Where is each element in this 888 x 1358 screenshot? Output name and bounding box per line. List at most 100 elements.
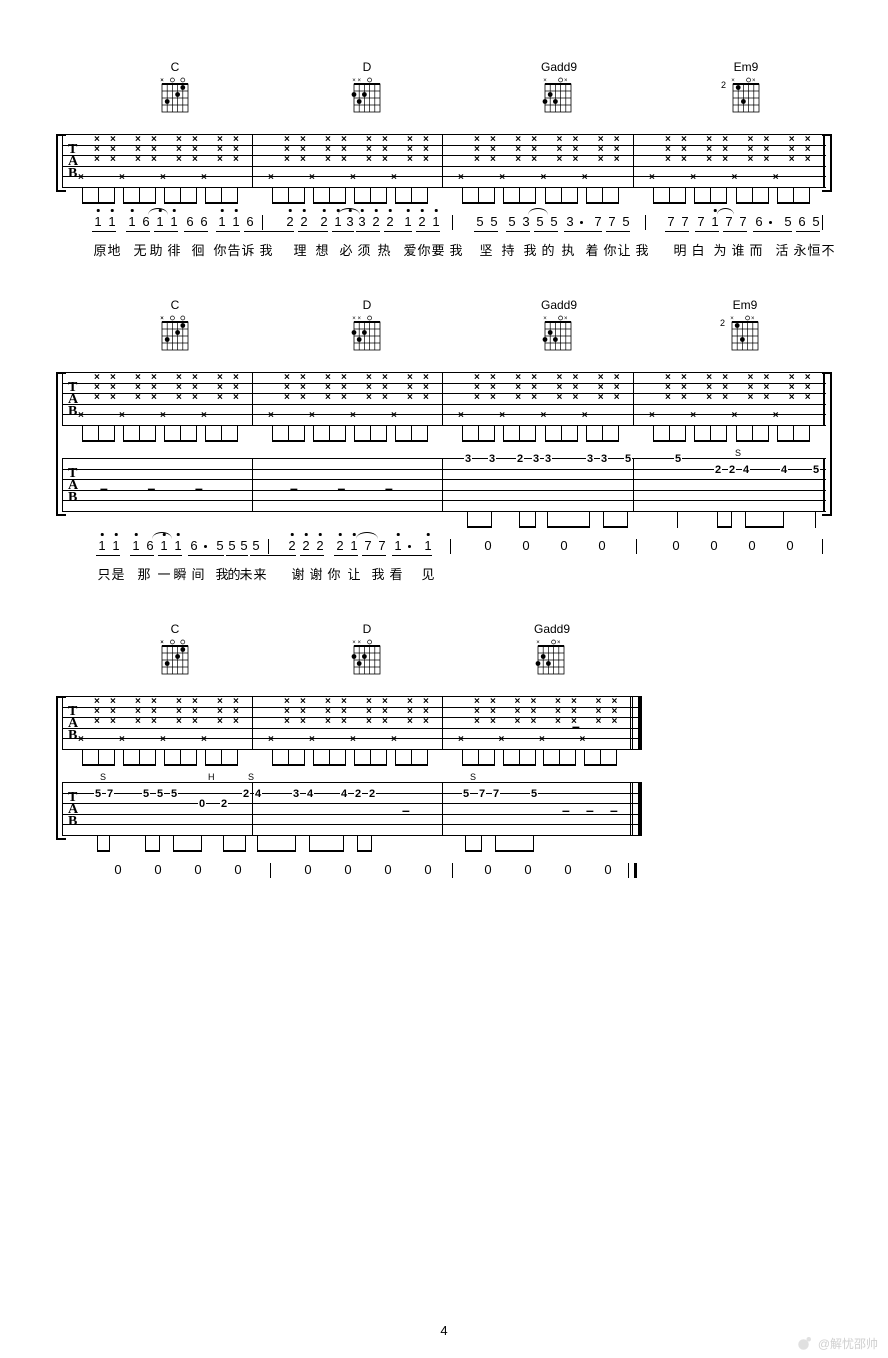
svg-text:×: × <box>536 640 540 646</box>
svg-text:×: × <box>160 640 164 646</box>
lyric-syllable: 的 <box>540 240 556 259</box>
svg-text:×: × <box>751 316 755 322</box>
lyric-syllable: 而 <box>748 240 764 259</box>
lyric-syllable: 着 <box>584 240 600 259</box>
chord-diagram: Em9 2 ×× <box>729 60 763 116</box>
lyric-syllable: 须 <box>356 240 372 259</box>
lyric-syllable: 坚 <box>478 240 494 259</box>
tab-staff-3a: TAB ××××××××××××××××××××××××××××××××××××… <box>62 696 642 750</box>
chord-diagram: C ×× <box>158 60 192 116</box>
lyric-syllable: 瞬 <box>172 564 188 583</box>
lyric-syllable: 我 <box>448 240 464 259</box>
chord-diagram: C ×× <box>158 622 192 678</box>
chord-diagram: D ×× <box>350 60 384 116</box>
lyric-syllable: 看 <box>388 564 404 583</box>
lyric-syllable: 徘 <box>166 240 182 259</box>
chord-diagram: C ×× <box>158 298 192 354</box>
chord-row-3: C ××D ××Gadd9 ×× <box>62 622 642 692</box>
svg-text:×: × <box>160 316 164 322</box>
chord-name: Em9 <box>729 60 763 74</box>
lyrics-row-1: 原地无助徘徊你告诉我理想必须热爱你要我坚持我的执着你让我明白为谁而活永恒不 <box>62 240 826 258</box>
lyric-syllable: 我 <box>370 564 386 583</box>
system-1: C ××D ××Gadd9 ××Em9 2 ×× TAB ×××××××××××… <box>62 60 826 258</box>
lyric-syllable: 地 <box>106 240 122 259</box>
chord-name: Gadd9 <box>541 298 577 312</box>
tab-staff-2b: TAB 33233335522445S–––––– <box>62 458 826 512</box>
svg-text:×: × <box>543 78 547 84</box>
watermark-text: @解忧邵帅 <box>818 1335 878 1352</box>
lyric-syllable: 谁 <box>730 240 746 259</box>
svg-text:×: × <box>352 316 356 322</box>
tab-staff-1a: TAB ××××××××××××××××××××××××××××××××××××… <box>62 134 826 188</box>
lyric-syllable: 理 <box>292 240 308 259</box>
lyric-syllable: 那 <box>136 564 152 583</box>
lyric-syllable: 让 <box>616 240 632 259</box>
lyric-syllable: 我 <box>522 240 538 259</box>
lyric-syllable: 一 <box>156 564 172 583</box>
lyric-syllable: 持 <box>500 240 516 259</box>
lyric-syllable: 谢 <box>308 564 324 583</box>
lyric-syllable: 我 <box>634 240 650 259</box>
chord-name: C <box>158 298 192 312</box>
chord-diagram: D ×× <box>350 622 384 678</box>
lyric-syllable: 诉 <box>240 240 256 259</box>
lyrics-row-2: 只是那一瞬间我的未来谢谢你让我看见 <box>62 564 826 582</box>
lyric-syllable: 徊 <box>190 240 206 259</box>
lyric-syllable: 活 <box>774 240 790 259</box>
chord-diagram: Gadd9 ×× <box>534 622 570 678</box>
lyric-syllable: 热 <box>376 240 392 259</box>
lyric-syllable: 想 <box>314 240 330 259</box>
lyric-syllable: 让 <box>346 564 362 583</box>
jianpu-row-3: 000000000000 <box>62 862 642 884</box>
jianpu-row-1: 1116116611622213322121555355377577717765… <box>62 214 826 236</box>
watermark: @解忧邵帅 <box>796 1334 878 1352</box>
lyric-syllable: 明 <box>672 240 688 259</box>
chord-name: Gadd9 <box>541 60 577 74</box>
svg-text:×: × <box>543 316 547 322</box>
weibo-icon <box>796 1334 814 1352</box>
lyric-syllable: 无 <box>132 240 148 259</box>
svg-text:×: × <box>731 78 735 84</box>
lyric-syllable: 见 <box>420 564 436 583</box>
svg-text:×: × <box>352 78 356 84</box>
system-2: C ××D ××Gadd9 ××Em9 2 ×× TAB ×××××××××××… <box>62 298 826 582</box>
chord-name: Gadd9 <box>534 622 570 636</box>
svg-text:×: × <box>730 316 734 322</box>
lyric-syllable: 执 <box>560 240 576 259</box>
svg-text:×: × <box>357 78 361 84</box>
chord-name: C <box>158 60 192 74</box>
chord-name: D <box>350 298 384 312</box>
system-3: C ××D ××Gadd9 ×× TAB ×××××××××××××××××××… <box>62 622 826 884</box>
svg-text:×: × <box>564 78 568 84</box>
svg-text:×: × <box>160 78 164 84</box>
lyric-syllable: 谢 <box>290 564 306 583</box>
jianpu-row-2: 1116116555522221771100000000 <box>62 538 826 560</box>
svg-text:×: × <box>357 316 361 322</box>
svg-text:×: × <box>564 316 568 322</box>
lyric-syllable: 来 <box>252 564 268 583</box>
svg-text:×: × <box>352 640 356 646</box>
chord-name: D <box>350 60 384 74</box>
lyric-syllable: 白 <box>690 240 706 259</box>
chord-row-2: C ××D ××Gadd9 ××Em9 2 ×× <box>62 298 826 368</box>
chord-name: D <box>350 622 384 636</box>
lyric-syllable: 要 <box>430 240 446 259</box>
lyric-syllable: 你 <box>326 564 342 583</box>
chord-diagram: Gadd9 × × <box>541 60 577 116</box>
lyric-syllable: 是 <box>110 564 126 583</box>
lyric-syllable: 必 <box>338 240 354 259</box>
tab-staff-2a: TAB ××××××××××××××××××××××××××××××××××××… <box>62 372 826 426</box>
chord-row-1: C ××D ××Gadd9 ××Em9 2 ×× <box>62 60 826 130</box>
chord-diagram: Gadd9 × × <box>541 298 577 354</box>
lyric-syllable: 我 <box>258 240 274 259</box>
chord-diagram: Em9 2 ×× <box>728 298 762 354</box>
svg-text:×: × <box>357 640 361 646</box>
lyric-syllable: 助 <box>148 240 164 259</box>
lyric-syllable: 不 <box>820 240 836 259</box>
chord-name: C <box>158 622 192 636</box>
lyric-syllable: 为 <box>712 240 728 259</box>
page-number: 4 <box>440 1323 447 1338</box>
tab-staff-3b: TAB 575550224344225775SHSS–––– <box>62 782 642 836</box>
chord-diagram: D ×× <box>350 298 384 354</box>
lyric-syllable: 间 <box>190 564 206 583</box>
